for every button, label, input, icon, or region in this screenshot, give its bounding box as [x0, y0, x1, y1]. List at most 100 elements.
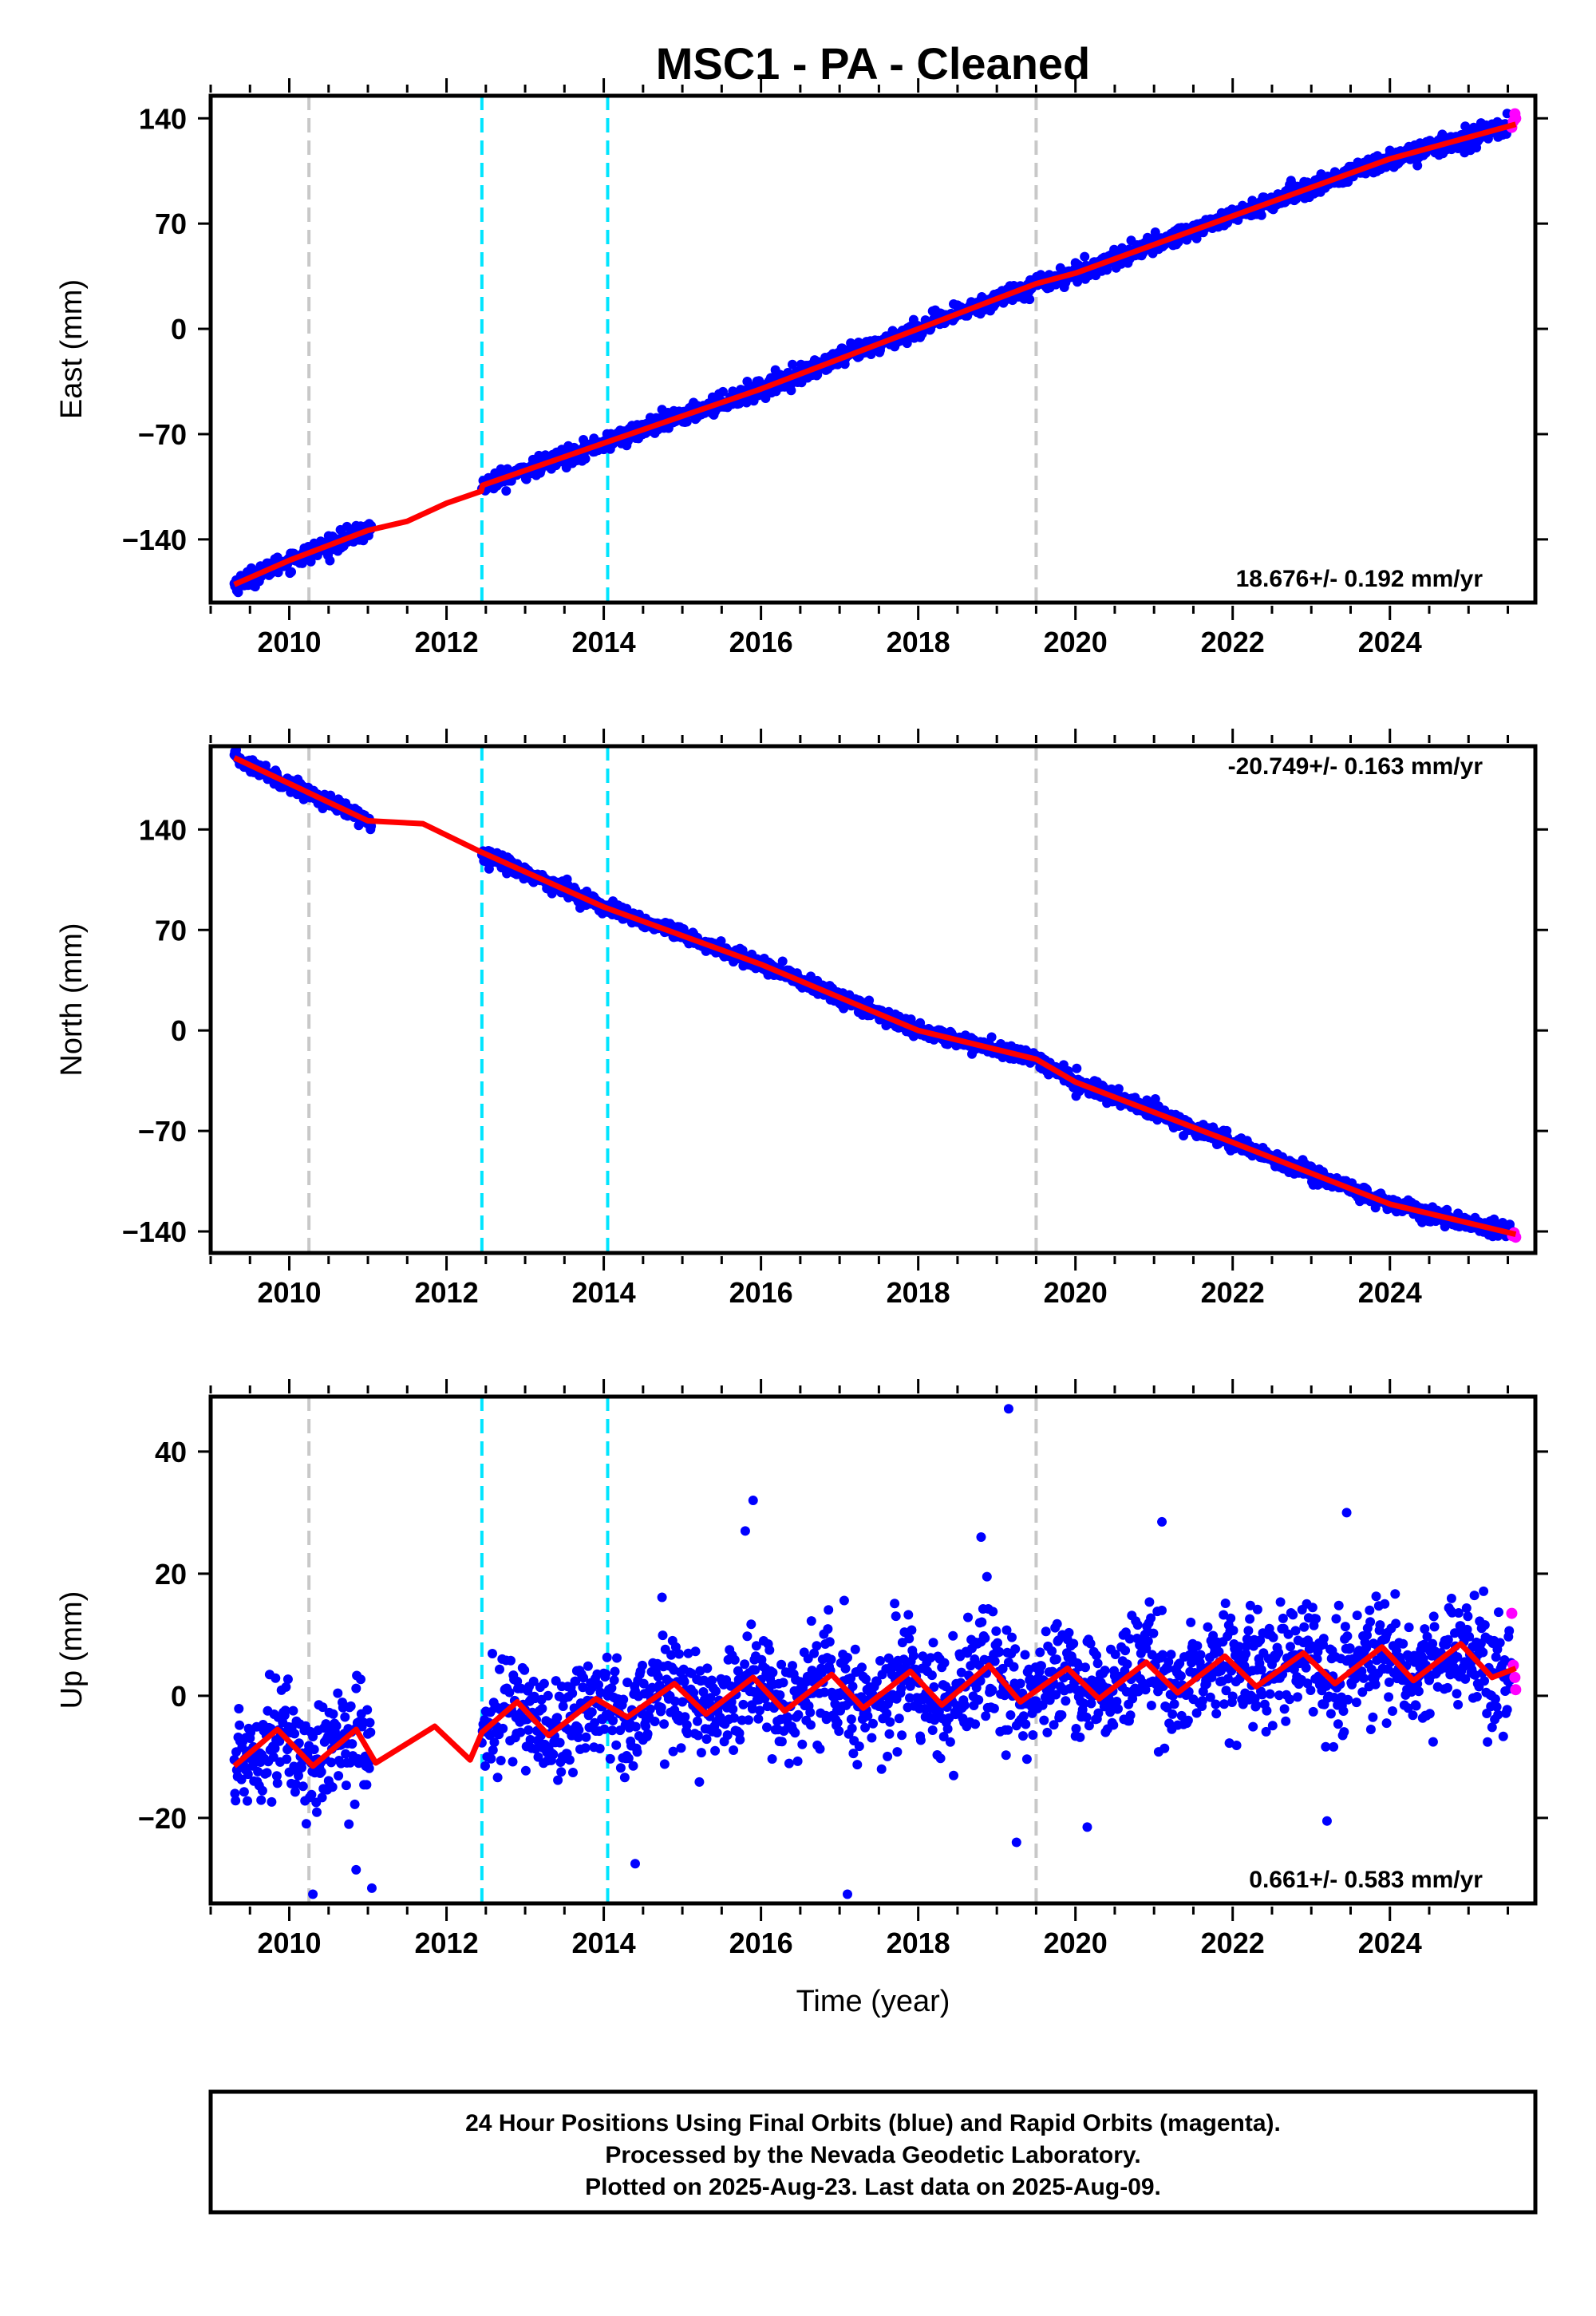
up-data-point	[733, 1666, 743, 1676]
up-data-point	[885, 1717, 895, 1727]
east-data-point	[501, 486, 512, 496]
up-data-point	[508, 1757, 518, 1767]
up-data-point	[1110, 1650, 1120, 1659]
up-data-point	[907, 1625, 917, 1635]
up-data-point	[272, 1778, 282, 1788]
east-plot-area	[229, 96, 1522, 603]
up-data-point	[1028, 1730, 1038, 1740]
up-data-point	[768, 1667, 778, 1678]
up-data-point	[805, 1707, 816, 1717]
up-data-point	[288, 1705, 298, 1716]
up-data-point	[231, 1796, 241, 1806]
up-data-point	[1113, 1704, 1123, 1714]
north-model-curve	[233, 755, 1517, 1238]
up-data-point	[344, 1819, 354, 1829]
up-data-point	[271, 1771, 282, 1781]
up-data-point	[722, 1730, 733, 1741]
up-data-point	[506, 1655, 516, 1666]
up-data-point	[1009, 1662, 1019, 1672]
up-data-point	[495, 1664, 504, 1674]
up-data-point	[581, 1732, 591, 1742]
up-data-point	[294, 1771, 303, 1780]
east-y-axis-label: East (mm)	[55, 279, 89, 419]
up-data-point	[1003, 1725, 1013, 1735]
up-data-point	[948, 1630, 958, 1641]
up-data-point	[904, 1634, 915, 1644]
up-data-point	[583, 1661, 593, 1671]
north-xtick-label: 2018	[887, 1276, 950, 1309]
up-plot-area	[229, 1397, 1522, 1903]
up-data-point	[555, 1737, 565, 1748]
east-xtick-label: 2018	[887, 626, 950, 658]
up-data-point	[783, 1713, 793, 1723]
up-data-point	[622, 1678, 633, 1688]
up-data-point	[850, 1644, 860, 1654]
up-data-point	[1037, 1700, 1048, 1710]
up-data-point	[556, 1767, 567, 1777]
up-data-point	[595, 1744, 605, 1753]
north-xtick-label: 2012	[415, 1276, 479, 1309]
up-data-point	[899, 1654, 909, 1665]
up-data-point	[331, 1721, 342, 1731]
up-data-point	[868, 1718, 878, 1729]
east-data-point	[1412, 160, 1423, 171]
east-data-point	[1502, 109, 1512, 119]
east-rate-label: 18.676+/- 0.192 mm/yr	[1236, 566, 1483, 592]
up-data-point	[301, 1819, 311, 1829]
up-data-point	[298, 1781, 308, 1792]
up-data-point	[1125, 1710, 1136, 1721]
up-data-point	[894, 1662, 903, 1672]
up-data-point	[666, 1650, 677, 1660]
up-data-point	[642, 1729, 653, 1739]
east-data-point	[233, 587, 243, 598]
up-data-point	[610, 1666, 620, 1677]
up-data-point	[696, 1748, 706, 1758]
up-data-point	[326, 1757, 337, 1768]
up-data-point	[1052, 1618, 1062, 1629]
up-data-point	[775, 1690, 785, 1700]
up-data-point	[670, 1696, 681, 1706]
up-data-point	[606, 1683, 617, 1694]
east-xtick-label: 2024	[1358, 626, 1422, 658]
east-model-curve	[233, 121, 1517, 587]
up-data-point	[612, 1653, 622, 1663]
up-data-point	[843, 1653, 852, 1662]
north-xtick-label: 2022	[1201, 1276, 1265, 1309]
up-data-point	[1057, 1710, 1067, 1720]
up-data-point	[974, 1695, 984, 1705]
up-data-point	[755, 1705, 764, 1716]
up-data-point	[573, 1733, 583, 1742]
up-data-point	[270, 1743, 280, 1753]
up-data-point	[1079, 1698, 1089, 1709]
north-data-point	[1150, 1094, 1160, 1104]
up-data-point	[234, 1704, 244, 1713]
up-data-point	[982, 1571, 992, 1582]
up-data-point	[488, 1745, 498, 1755]
up-data-point	[883, 1751, 893, 1761]
up-data-point	[712, 1728, 722, 1738]
up-data-point	[243, 1769, 253, 1780]
up-data-point	[702, 1663, 713, 1674]
up-data-point	[567, 1688, 578, 1698]
up-data-point	[1084, 1721, 1094, 1731]
up-data-point	[1092, 1658, 1103, 1669]
up-data-point	[571, 1676, 581, 1686]
up-data-point	[489, 1737, 500, 1748]
up-data-point	[327, 1782, 338, 1792]
north-ytick-label: 70	[155, 914, 187, 947]
up-data-point	[806, 1720, 816, 1730]
north-xtick-label: 2016	[729, 1276, 793, 1309]
up-data-point	[852, 1760, 863, 1770]
up-data-point	[516, 1727, 526, 1737]
north-ytick-label: −140	[122, 1215, 187, 1248]
up-data-point	[1124, 1634, 1135, 1644]
up-data-point	[896, 1683, 907, 1694]
north-ytick-label: −70	[138, 1115, 187, 1148]
up-data-point	[658, 1630, 668, 1641]
up-data-point	[1051, 1654, 1061, 1665]
up-data-point	[267, 1796, 277, 1807]
up-data-point	[615, 1763, 626, 1773]
up-data-point	[750, 1665, 760, 1675]
up-data-point	[318, 1702, 328, 1713]
